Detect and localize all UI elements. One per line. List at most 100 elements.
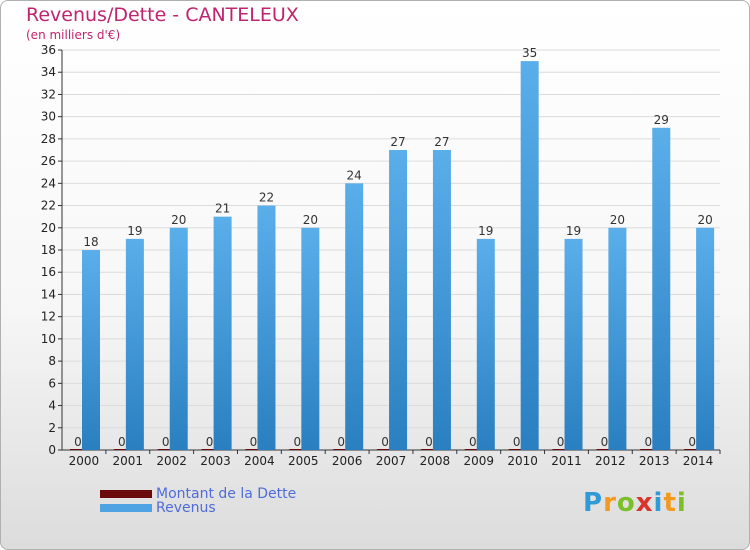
x-tick-label: 2003 <box>200 454 231 468</box>
data-label-dette: 0 <box>294 435 302 449</box>
data-label-revenus: 19 <box>566 224 581 238</box>
y-tick-label: 10 <box>41 332 56 346</box>
x-tick-label: 2013 <box>639 454 670 468</box>
legend-item-revenus: Revenus <box>100 500 216 516</box>
legend-swatch-dette <box>100 490 152 498</box>
data-label-dette: 0 <box>337 435 345 449</box>
bar-dette <box>640 449 657 450</box>
chart-title: Revenus/Dette - CANTELEUX <box>26 4 299 26</box>
data-label-revenus: 29 <box>654 113 669 127</box>
bar-dette <box>70 449 86 450</box>
data-label-dette: 0 <box>206 435 214 449</box>
bar-dette <box>420 449 437 450</box>
bar-dette <box>464 449 481 450</box>
data-label-dette: 0 <box>557 435 565 449</box>
y-tick-label: 6 <box>48 376 56 390</box>
y-tick-label: 34 <box>41 65 56 79</box>
bar-dette <box>113 449 130 450</box>
bar-revenus <box>125 238 144 450</box>
y-tick-label: 0 <box>48 443 56 457</box>
bar-dette <box>377 449 394 450</box>
y-tick-label: 20 <box>41 221 56 235</box>
x-tick-label: 2001 <box>113 454 144 468</box>
y-tick-label: 4 <box>48 399 56 413</box>
y-tick-label: 16 <box>41 265 56 279</box>
data-label-dette: 0 <box>74 435 82 449</box>
data-label-dette: 0 <box>250 435 258 449</box>
data-labels: 0 18 0 19 0 20 0 21 0 22 0 20 0 24 0 27 0 27 0 19 0 35 0 19 0 20 0… <box>74 46 713 449</box>
data-label-revenus: 20 <box>610 213 625 227</box>
data-label-dette: 0 <box>644 435 652 449</box>
legend-label-revenus: Revenus <box>156 500 216 516</box>
logo-letter: x <box>635 488 654 518</box>
data-label-revenus: 20 <box>171 213 186 227</box>
bar-dette <box>508 449 525 450</box>
y-tick-label: 14 <box>41 287 56 301</box>
x-tick-label: 2006 <box>332 454 363 468</box>
x-tick-label: 2007 <box>376 454 407 468</box>
proxiti-logo[interactable]: Proxiti <box>583 488 687 518</box>
y-tick-label: 36 <box>41 43 56 57</box>
bar-dette <box>245 449 262 450</box>
bars <box>70 61 715 451</box>
x-tick-label: 2004 <box>244 454 275 468</box>
bar-revenus <box>213 216 232 450</box>
bar-revenus <box>169 227 188 450</box>
bar-dette <box>289 449 306 450</box>
data-label-dette: 0 <box>601 435 609 449</box>
y-tick-label: 12 <box>41 310 56 324</box>
bar-revenus <box>82 250 100 450</box>
y-tick-label: 18 <box>41 243 56 257</box>
logo-letter: o <box>616 488 636 518</box>
legend-swatch-revenus <box>100 504 152 512</box>
legend-label-dette: Montant de la Dette <box>156 486 297 502</box>
data-label-revenus: 20 <box>697 213 712 227</box>
x-tick-label: 2011 <box>551 454 582 468</box>
bar-dette <box>596 449 613 450</box>
bar-revenus <box>257 205 276 450</box>
x-tick-label: 2012 <box>595 454 626 468</box>
logo-letter: r <box>603 488 617 518</box>
bar-revenus <box>476 238 495 450</box>
legend-item-dette: Montant de la Dette <box>100 486 296 502</box>
bar-dette <box>684 449 701 450</box>
data-label-dette: 0 <box>469 435 477 449</box>
data-label-dette: 0 <box>513 435 521 449</box>
data-label-revenus: 27 <box>390 135 405 149</box>
data-label-dette: 0 <box>118 435 126 449</box>
y-tick-label: 26 <box>41 154 56 168</box>
data-label-revenus: 22 <box>259 191 274 205</box>
bar-revenus <box>345 183 364 451</box>
data-label-revenus: 27 <box>434 135 449 149</box>
bar-dette <box>552 449 569 450</box>
y-tick-label: 8 <box>48 354 56 368</box>
x-tick-label: 2002 <box>156 454 187 468</box>
data-label-dette: 0 <box>425 435 433 449</box>
y-tick-label: 24 <box>41 176 56 190</box>
x-tick-label: 2009 <box>463 454 494 468</box>
data-label-revenus: 21 <box>215 202 230 216</box>
bar-revenus <box>301 227 320 450</box>
logo-letter: t <box>663 488 677 518</box>
x-tick-label: 2008 <box>420 454 451 468</box>
y-tick-label: 22 <box>41 199 56 213</box>
bar-revenus <box>608 227 627 450</box>
x-tick-label: 2000 <box>69 454 100 468</box>
x-tick-label: 2014 <box>683 454 714 468</box>
y-tick-label: 2 <box>48 421 56 435</box>
data-label-dette: 0 <box>162 435 170 449</box>
bar-revenus <box>564 238 583 450</box>
bar-revenus <box>520 61 539 450</box>
logo-letter: i <box>653 488 664 518</box>
data-label-revenus: 35 <box>522 46 537 60</box>
y-tick-label: 28 <box>41 132 56 146</box>
data-label-revenus: 18 <box>83 235 98 249</box>
y-tick-label: 30 <box>41 110 56 124</box>
data-label-revenus: 19 <box>127 224 142 238</box>
x-tick-label: 2005 <box>288 454 319 468</box>
logo-letter: i <box>676 488 687 518</box>
data-label-revenus: 20 <box>303 213 318 227</box>
bar-dette <box>157 449 174 450</box>
bar-revenus <box>389 150 408 450</box>
